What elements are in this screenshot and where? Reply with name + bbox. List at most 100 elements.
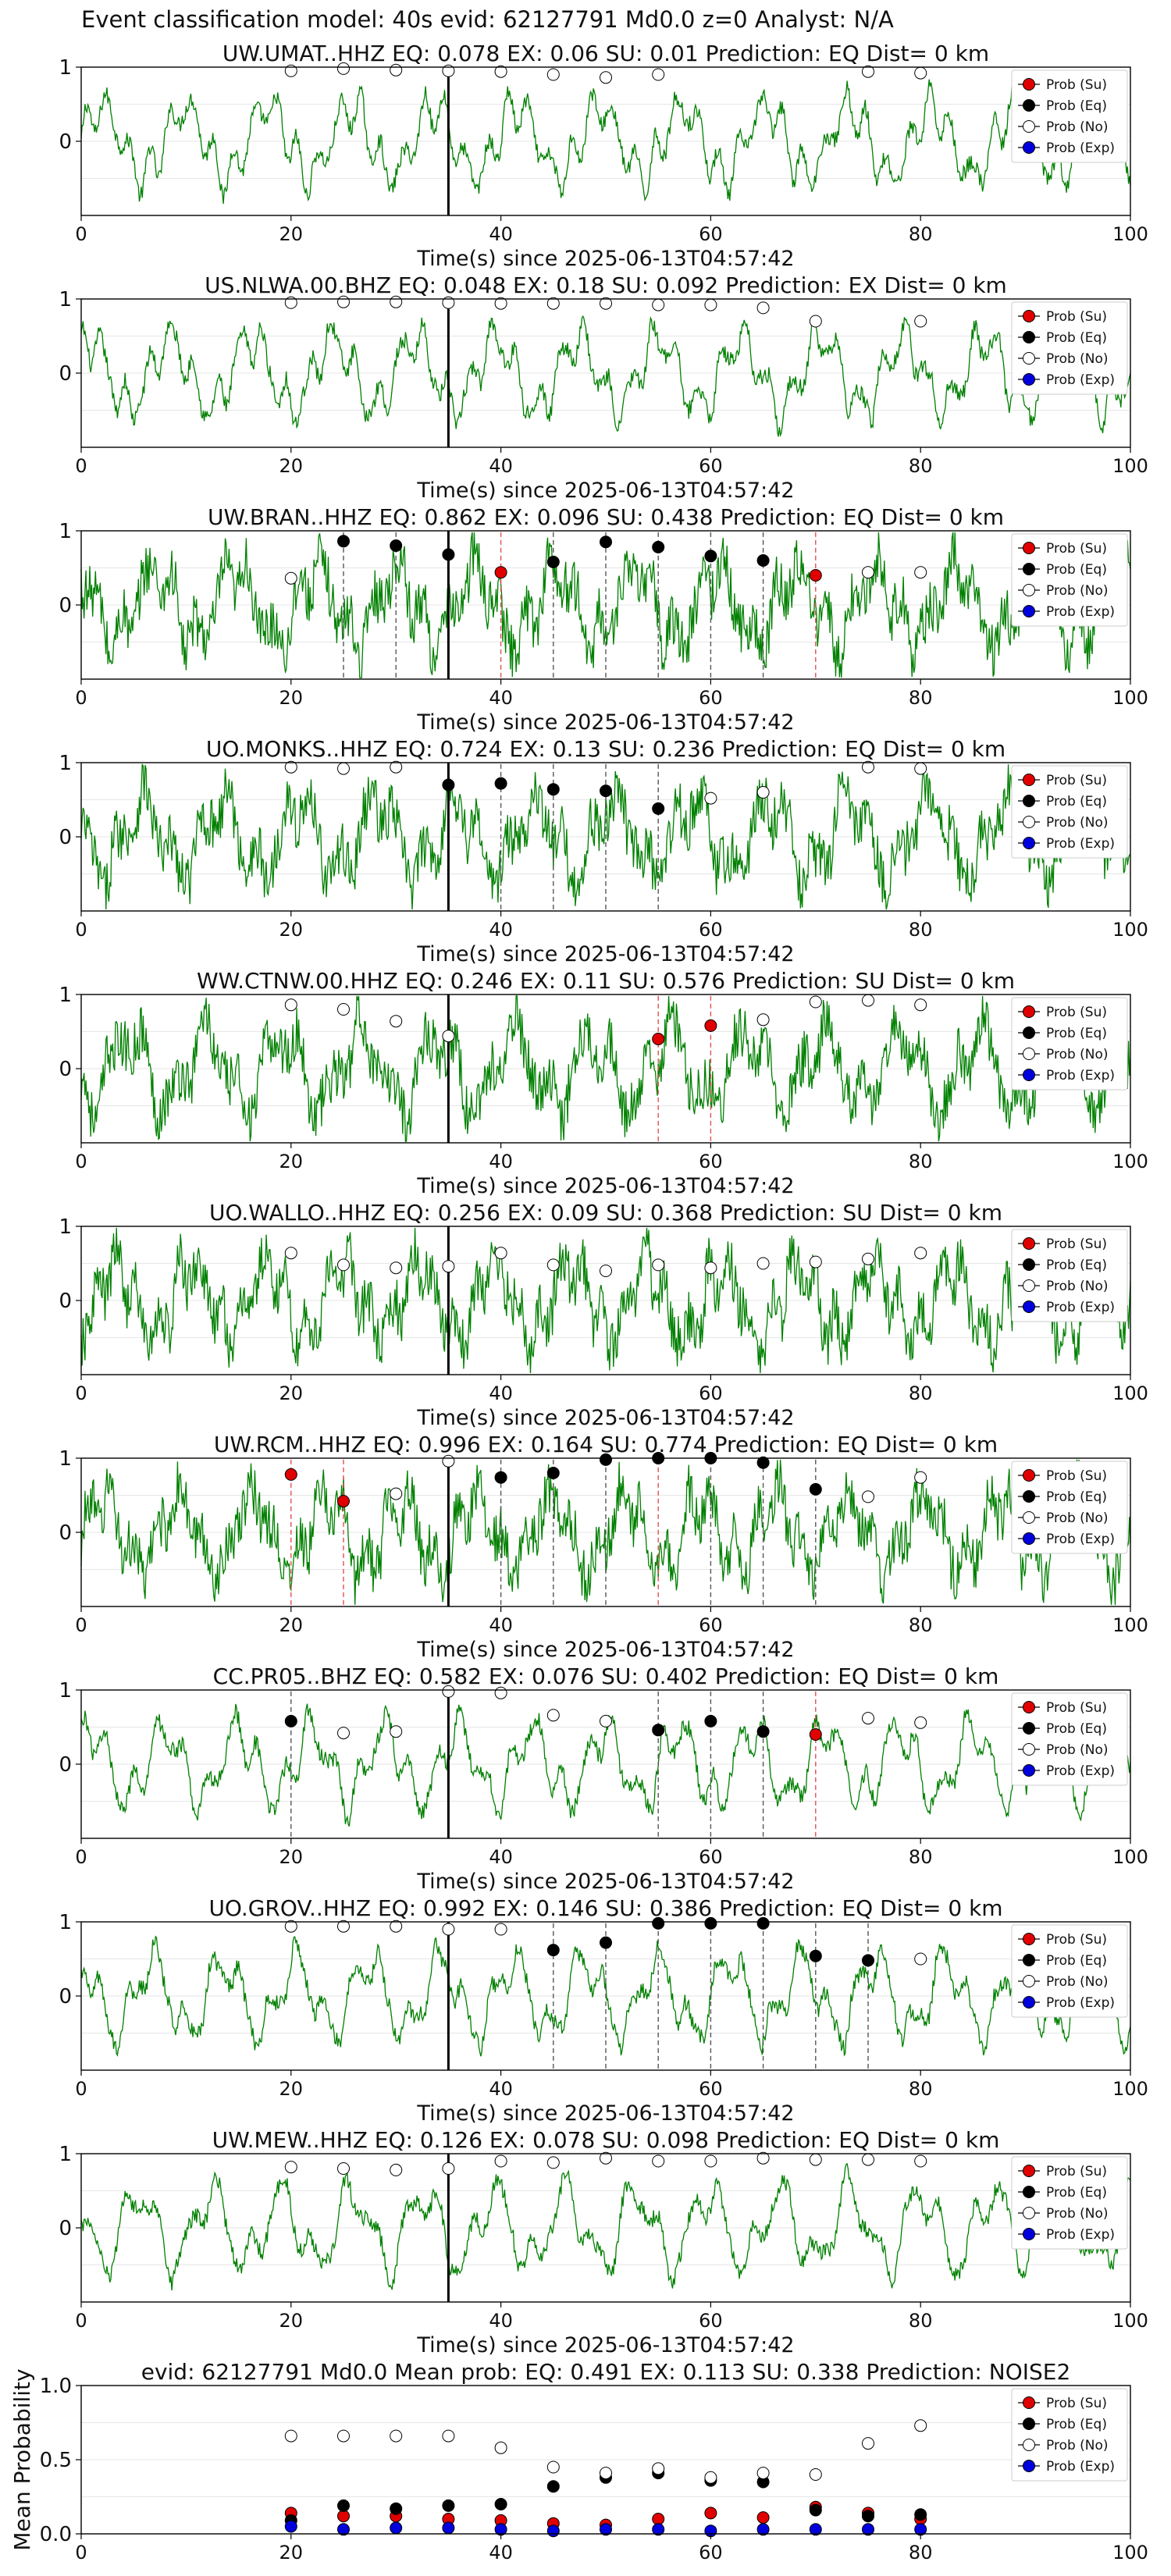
legend-label-exp: Prob (Exp) — [1046, 1068, 1115, 1083]
mean-point-exp — [442, 2521, 455, 2535]
prob-point-no — [914, 566, 927, 579]
x-tick-label: 40 — [489, 223, 513, 245]
x-tick-label: 60 — [699, 2310, 723, 2332]
x-tick-label: 60 — [699, 1614, 723, 1636]
x-tick-label: 0 — [75, 1614, 87, 1636]
y-axis-label: Mean Probability — [9, 2368, 35, 2550]
legend-label-exp: Prob (Exp) — [1046, 2459, 1115, 2475]
prob-point-no — [546, 1709, 560, 1722]
panel-9: UW.MEW..HHZ EQ: 0.126 EX: 0.078 SU: 0.09… — [59, 2127, 1148, 2357]
x-tick-label: 60 — [699, 2542, 723, 2564]
prob-point-su — [284, 1468, 297, 1481]
prob-point-no — [862, 2153, 874, 2166]
x-tick-label: 100 — [1112, 2542, 1148, 2564]
legend-label-exp: Prob (Exp) — [1046, 141, 1115, 156]
legend-label-no: Prob (No) — [1046, 1974, 1109, 1990]
prob-point-no — [442, 1030, 455, 1043]
prob-point-eq — [704, 550, 717, 563]
prob-point-su — [652, 1033, 665, 1045]
x-tick-label: 100 — [1112, 1846, 1148, 1868]
prob-point-no — [546, 68, 560, 81]
x-tick-label: 0 — [75, 1846, 87, 1868]
x-axis-label: Time(s) since 2025-06-13T04:57:42 — [416, 1638, 794, 1662]
prob-point-no — [546, 297, 560, 310]
legend-marker-no — [1023, 1743, 1035, 1756]
legend: Prob (Su) Prob (Eq) Prob (No) Prob (Exp) — [1011, 997, 1128, 1091]
legend: Prob (Su) Prob (Eq) Prob (No) Prob (Exp) — [1011, 2156, 1128, 2250]
panel-2: UW.BRAN..HHZ EQ: 0.862 EX: 0.096 SU: 0.4… — [59, 504, 1148, 735]
x-tick-label: 40 — [489, 455, 513, 477]
x-tick-label: 100 — [1112, 1382, 1148, 1404]
legend-marker-exp — [1023, 2460, 1035, 2472]
prob-point-no — [600, 1714, 612, 1727]
prob-point-no — [337, 62, 350, 75]
legend-label-eq: Prob (Eq) — [1046, 1026, 1107, 1041]
mean-point-exp — [756, 2523, 770, 2536]
prob-point-no — [652, 2154, 665, 2168]
legend-marker-exp — [1023, 1996, 1035, 2008]
prob-point-no — [442, 1260, 455, 1273]
seismic-trace — [80, 76, 1131, 205]
legend-label-exp: Prob (Exp) — [1046, 836, 1115, 852]
prob-point-no — [600, 297, 612, 310]
legend-frame — [1011, 2388, 1128, 2482]
legend-frame — [1011, 1692, 1128, 1786]
prob-point-no — [442, 2162, 455, 2175]
prob-point-eq — [600, 1453, 612, 1466]
legend-marker-no — [1023, 1048, 1035, 1060]
legend-marker-su — [1023, 310, 1035, 322]
legend-label-eq: Prob (Eq) — [1046, 330, 1107, 346]
legend-label-eq: Prob (Eq) — [1046, 794, 1107, 809]
legend-label-su: Prob (Su) — [1046, 2396, 1107, 2411]
legend-marker-su — [1023, 542, 1035, 554]
mean-point-eq — [546, 2480, 560, 2493]
prob-point-su — [704, 1019, 717, 1032]
x-tick-label: 100 — [1112, 2078, 1148, 2100]
prob-point-eq — [442, 778, 455, 792]
mean-point-su — [652, 2513, 665, 2525]
x-tick-label: 80 — [909, 2078, 933, 2100]
legend-marker-exp — [1023, 1532, 1035, 1545]
mean-point-exp — [390, 2521, 403, 2535]
legend: Prob (Su) Prob (Eq) Prob (No) Prob (Exp) — [1011, 2388, 1128, 2482]
prob-point-no — [337, 295, 350, 308]
seismic-trace — [80, 1227, 1131, 1374]
legend: Prob (Su) Prob (Eq) Prob (No) Prob (Exp) — [1011, 1461, 1128, 1554]
y-tick-label: 1 — [59, 1911, 72, 1934]
x-tick-label: 60 — [699, 1382, 723, 1404]
prob-point-no — [862, 1712, 874, 1725]
x-tick-label: 20 — [279, 223, 304, 245]
y-tick-label: 0 — [59, 594, 72, 617]
legend-frame — [1011, 1229, 1128, 1322]
prob-point-no — [284, 296, 297, 309]
x-tick-label: 80 — [909, 1614, 933, 1636]
mean-point-no — [442, 2429, 455, 2443]
legend-label-no: Prob (No) — [1046, 351, 1109, 367]
prob-point-no — [337, 1920, 350, 1933]
y-tick-label: 1 — [59, 1447, 72, 1471]
legend-label-su: Prob (Su) — [1046, 77, 1107, 93]
prob-point-no — [756, 786, 770, 799]
prob-point-no — [284, 760, 297, 774]
y-tick-label: 0 — [59, 826, 72, 849]
prob-point-eq — [546, 783, 560, 796]
legend-label-no: Prob (No) — [1046, 1742, 1109, 1758]
legend-label-eq: Prob (Eq) — [1046, 1489, 1107, 1505]
prob-point-eq — [756, 554, 770, 567]
x-axis-label: Time(s) since 2025-06-13T04:57:42 — [416, 1174, 794, 1198]
y-tick-label: 0 — [59, 1290, 72, 1313]
x-axis-label: Time(s) since 2025-06-13T04:57:42 — [416, 2101, 794, 2126]
prob-point-no — [756, 2151, 770, 2165]
prob-point-no — [809, 315, 822, 328]
prob-point-no — [600, 1265, 612, 1277]
legend-marker-no — [1023, 120, 1035, 133]
legend-marker-exp — [1023, 605, 1035, 617]
legend-marker-eq — [1023, 1258, 1035, 1271]
legend-marker-no — [1023, 816, 1035, 828]
mean-point-no — [862, 2437, 874, 2450]
prob-point-eq — [546, 555, 560, 568]
prob-point-no — [390, 63, 403, 76]
y-tick-label: 1 — [59, 2143, 72, 2166]
x-tick-label: 60 — [699, 1846, 723, 1868]
